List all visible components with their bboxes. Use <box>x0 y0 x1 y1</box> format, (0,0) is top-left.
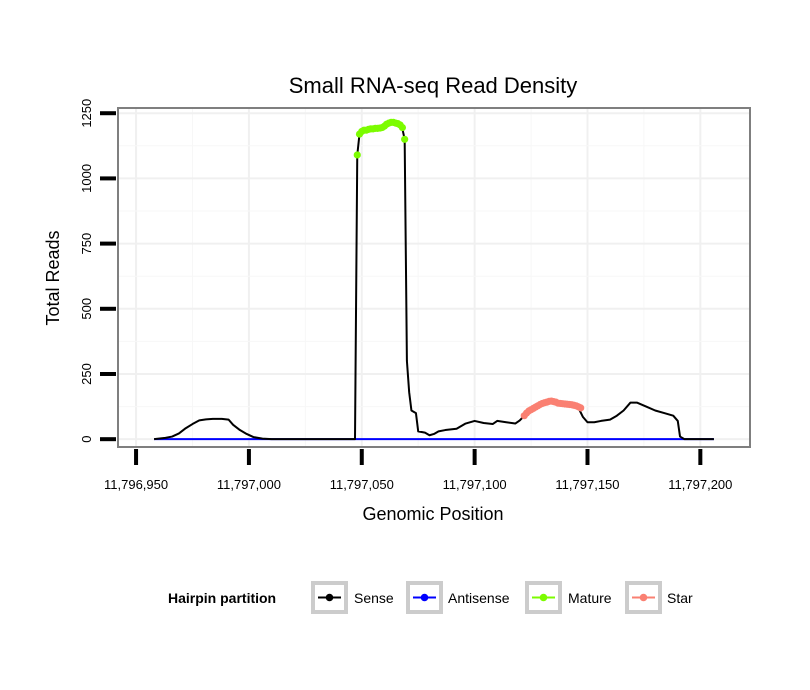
legend-label-mature: Mature <box>568 590 612 606</box>
plot-area <box>118 108 750 447</box>
x-axis-title: Genomic Position <box>362 504 503 524</box>
plot-background <box>118 108 750 447</box>
mature-point <box>398 123 406 132</box>
y-axis: 0 250 500 750 1000 1250 <box>79 99 116 443</box>
y-tick-label: 0 <box>79 436 94 443</box>
x-tick-label: 11,797,100 <box>443 477 507 492</box>
legend-marker-star <box>639 593 648 602</box>
y-tick-label: 1250 <box>79 99 94 128</box>
plot-border <box>117 107 751 448</box>
x-tick-label: 11,796,950 <box>104 477 168 492</box>
chart-title: Small RNA-seq Read Density <box>289 73 578 98</box>
legend-label-sense: Sense <box>354 590 394 606</box>
y-tick-label: 750 <box>79 233 94 255</box>
series-layer <box>153 118 714 441</box>
legend-title: Hairpin partition <box>168 590 276 606</box>
x-axis: 11,796,950 11,797,000 11,797,050 11,797,100… <box>104 449 732 492</box>
legend-label-star: Star <box>667 590 693 606</box>
y-tick-label: 250 <box>79 363 94 385</box>
legend-label-antisense: Antisense <box>448 590 510 606</box>
x-tick-label: 11,797,200 <box>668 477 732 492</box>
y-tick-label: 1000 <box>79 164 94 193</box>
x-tick-label: 11,797,150 <box>555 477 619 492</box>
legend-marker-antisense <box>420 593 429 602</box>
sense-line <box>153 121 714 441</box>
y-axis-title: Total Reads <box>43 230 63 325</box>
y-tick-label: 500 <box>79 298 94 320</box>
star-point <box>577 404 585 412</box>
x-tick-label: 11,797,000 <box>217 477 281 492</box>
legend: Hairpin partition Sense Antisense Mature St… <box>168 581 693 614</box>
mature-point <box>401 135 409 143</box>
mature-point <box>353 151 361 159</box>
legend-marker-sense <box>325 593 334 602</box>
x-tick-label: 11,797,050 <box>330 477 394 492</box>
legend-marker-mature <box>539 593 548 602</box>
